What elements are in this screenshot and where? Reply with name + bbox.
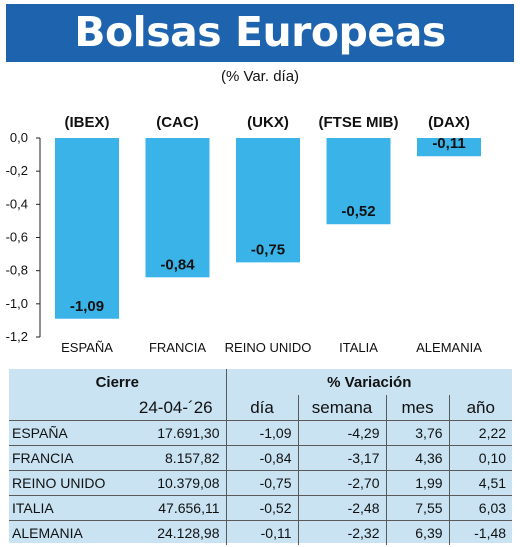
row-name: ITALIA [9,495,126,521]
bar-code-label: (IBEX) [65,114,110,131]
category-label: REINO UNIDO [225,340,312,355]
y-tick-label: -1,2 [6,329,28,344]
row-mes: 1,99 [385,470,450,496]
row-anio: 4,51 [448,470,513,496]
table-row: REINO UNIDO 10.379,08 -0,75 -2,70 1,99 4… [9,470,513,496]
row-dia: -1,09 [225,420,299,446]
y-tick-label: -0,2 [6,163,28,178]
mes-header: mes [385,395,450,421]
row-dia: -0,84 [225,445,299,471]
semana-header: semana [297,395,387,421]
empty-header [9,395,126,421]
bar [236,138,300,263]
y-tick-label: -0,6 [6,230,28,245]
y-tick-label: -1,0 [6,296,28,311]
category-label: ESPAÑA [61,340,113,355]
row-cierre: 24.128,98 [126,520,227,545]
table-row: ESPAÑA 17.691,30 -1,09 -4,29 3,76 2,22 [9,420,513,446]
category-label: ALEMANIA [416,340,482,355]
page-title: Bolsas Europeas [74,8,446,56]
anio-header: año [448,395,513,421]
row-semana: -3,17 [297,445,387,471]
row-anio: 2,22 [448,420,513,446]
row-semana: -2,32 [297,520,387,545]
row-name: FRANCIA [9,445,126,471]
category-label: FRANCIA [149,340,206,355]
bar [417,138,481,157]
date-header: 24-04-´26 [138,397,213,417]
bar [145,138,210,278]
bar-code-label: (DAX) [428,114,470,131]
category-label: ITALIA [339,340,378,355]
bar-chart: 0,0 -0,2 -0,4 -0,6 -0,8 -1,0 -1,2 (IBEX) -1,09 ES… [6,114,483,355]
bar [55,138,119,319]
bar-code-label: (UKX) [247,114,289,131]
row-semana: -2,70 [297,470,387,496]
y-tick-label: 0,0 [10,130,28,145]
cierre-header: Cierre [95,373,139,391]
bar-value-label: -1,09 [70,298,104,315]
bar-value-label: -0,52 [341,203,375,220]
row-name: REINO UNIDO [9,470,126,496]
row-mes: 6,39 [385,520,450,545]
row-dia: -0,75 [225,470,299,496]
table-row: ITALIA 47.656,11 -0,52 -2,48 7,55 6,03 [9,495,513,521]
row-mes: 3,76 [385,420,450,446]
variacion-header: % Variación [225,369,513,395]
y-tick-label: -0,8 [6,263,28,278]
title-bar: Bolsas Europeas [6,4,514,62]
table-row: ALEMANIA 24.128,98 -0,11 -2,32 6,39 -1,4… [9,520,513,545]
row-dia: -0,11 [225,520,299,545]
y-tick-label: -0,4 [6,196,28,211]
chart-subtitle: (% Var. día) [220,68,300,85]
bar-code-label: (FTSE MIB) [319,114,399,131]
dia-header: día [225,395,299,421]
bar-value-label: -0,75 [251,241,285,258]
bar-value-label: -0,11 [432,135,465,152]
row-cierre: 10.379,08 [126,470,227,496]
row-anio: 0,10 [448,445,513,471]
row-mes: 4,36 [385,445,450,471]
bar [326,138,391,225]
table-row: FRANCIA 8.157,82 -0,84 -3,17 4,36 0,10 [9,445,513,471]
quotes-table: Cierre % Variación 24-04-´26 día semana … [9,369,513,545]
row-cierre: 8.157,82 [126,445,227,471]
row-anio: -1,48 [448,520,513,545]
row-cierre: 47.656,11 [126,495,227,521]
row-semana: -4,29 [297,420,387,446]
row-anio: 6,03 [448,495,513,521]
bar-code-label: (CAC) [156,114,199,131]
row-dia: -0,52 [225,495,299,521]
row-mes: 7,55 [385,495,450,521]
row-name: ALEMANIA [9,520,126,545]
row-semana: -2,48 [297,495,387,521]
row-cierre: 17.691,30 [126,420,227,446]
bar-value-label: -0,84 [160,256,195,273]
row-name: ESPAÑA [9,420,126,446]
